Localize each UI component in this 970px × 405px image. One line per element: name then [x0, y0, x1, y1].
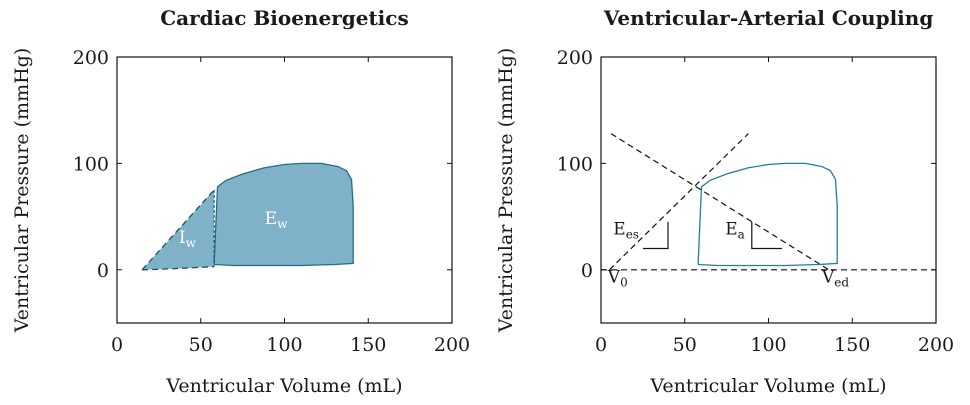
chart1-ytick-100: 100 — [73, 153, 109, 175]
chart2-ea-line — [610, 133, 830, 271]
chart2-ytick-100: 100 — [557, 153, 593, 175]
chart2-ytick-0: 0 — [581, 260, 593, 282]
chart2-xlabel: Ventricular Volume (mL) — [649, 375, 886, 397]
chart1-pv-loop — [213, 162, 354, 267]
chart1-xtick-100: 100 — [266, 334, 302, 356]
chart2-annotation-v0: V0 — [607, 268, 628, 290]
chart2-annotation-ea: Ea — [725, 220, 745, 242]
chart1-espvr-line — [141, 189, 215, 271]
chart1-annotation-iw: Iw — [179, 228, 197, 250]
chart2-axes-frame — [600, 56, 937, 324]
chart1-ew-region — [214, 163, 354, 266]
chart2-xtick-150: 150 — [834, 334, 870, 356]
chart1-xtick-0: 0 — [111, 334, 123, 356]
chart1-title: Cardiac Bioenergetics — [160, 6, 408, 30]
chart2-xtick-100: 100 — [750, 334, 786, 356]
chart2-pv-loop — [697, 162, 838, 267]
chart1-annotation-ew: Ew — [265, 209, 288, 231]
chart2-ylabel: Ventricular Pressure (mmHg) — [495, 48, 517, 333]
chart2-xtick-200: 200 — [918, 334, 954, 356]
chart2-ytick-200: 200 — [557, 47, 593, 69]
chart1-ytick-0: 0 — [97, 260, 109, 282]
chart2-slope-marker-2 — [751, 221, 782, 250]
chart1-ytick-200: 200 — [73, 47, 109, 69]
chart2-espvr-line — [608, 133, 749, 271]
chart2-xtick-50: 50 — [673, 334, 697, 356]
chart2-annotation-ved: Ved — [821, 268, 849, 290]
chart1-xtick-50: 50 — [189, 334, 213, 356]
chart2-slope-marker-1 — [642, 221, 669, 250]
chart2-xtick-0: 0 — [595, 334, 607, 356]
chart2-title: Ventricular-Arterial Coupling — [603, 6, 934, 30]
chart1-xlabel: Ventricular Volume (mL) — [165, 375, 402, 397]
chart1-xtick-150: 150 — [350, 334, 386, 356]
chart1-xtick-200: 200 — [434, 334, 470, 356]
chart1-ylabel: Ventricular Pressure (mmHg) — [11, 48, 33, 333]
chart2-annotation-ees: Ees — [613, 220, 639, 242]
